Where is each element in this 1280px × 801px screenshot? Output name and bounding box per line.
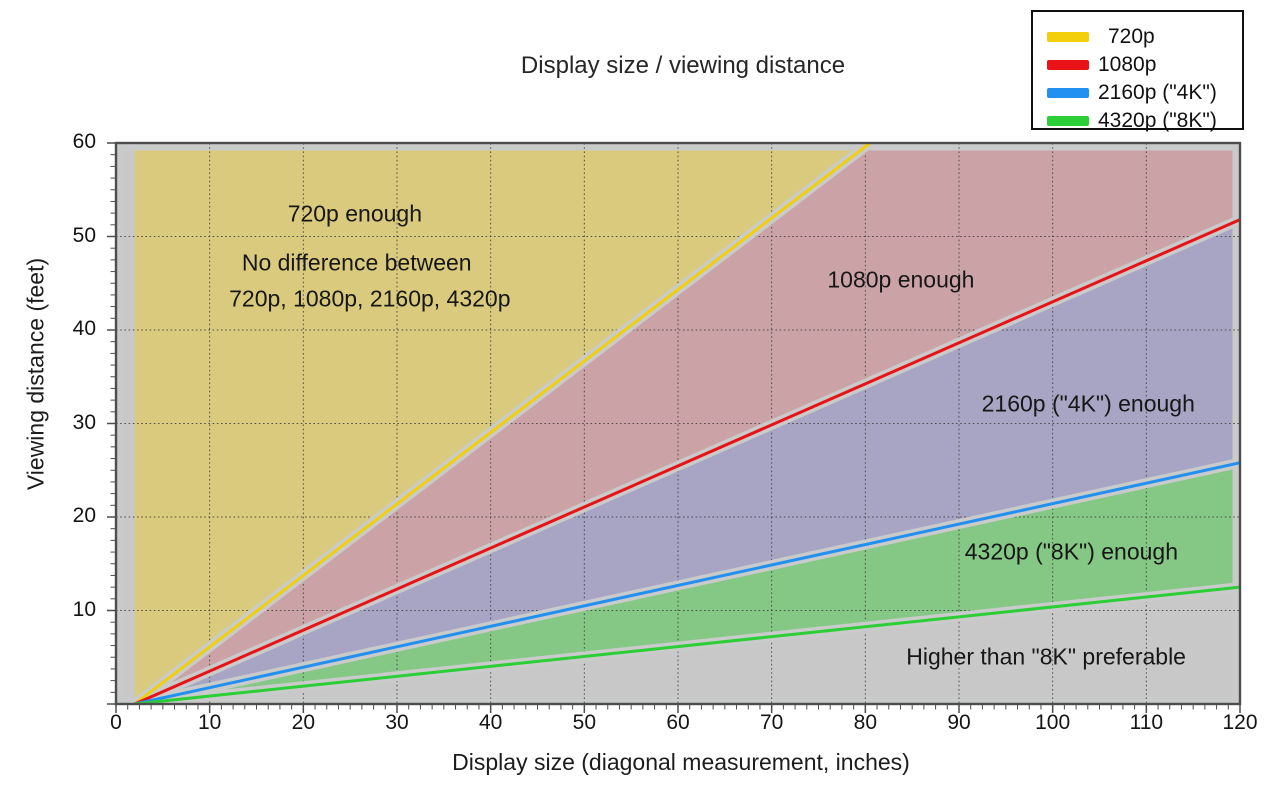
region-polygon-4: [116, 587, 1240, 704]
legend-box: 720p 1080p 2160p ("4K") 4320p ("8K"): [1031, 10, 1244, 132]
plot-border: [114, 141, 1242, 706]
axis-ticks: [107, 142, 1241, 713]
series-line-0: [133, 143, 871, 704]
inset-frame-band: [116, 143, 1240, 704]
series-line-2: [134, 461, 1240, 704]
legend-item: 1080p: [1047, 51, 1242, 79]
legend-swatch: [1047, 32, 1089, 42]
legend-swatch: [1047, 116, 1089, 126]
series-lines: [133, 143, 1240, 704]
legend-label: 2160p ("4K"): [1098, 81, 1217, 104]
series-line-3: [134, 585, 1240, 704]
inset-frame: [116, 143, 1240, 704]
series-line-1: [134, 218, 1240, 704]
legend-label: 1080p: [1098, 53, 1157, 76]
legend-item: 4320p ("8K"): [1047, 107, 1242, 135]
legend-item: 2160p ("4K"): [1047, 79, 1242, 107]
legend-swatch: [1047, 60, 1089, 70]
legend-label: 4320p ("8K"): [1098, 109, 1217, 132]
legend-item: 720p: [1047, 23, 1242, 51]
legend-swatch: [1047, 88, 1089, 98]
legend-rows: 720p 1080p 2160p ("4K") 4320p ("8K"): [1047, 23, 1242, 135]
legend-label: 720p: [1108, 25, 1155, 48]
